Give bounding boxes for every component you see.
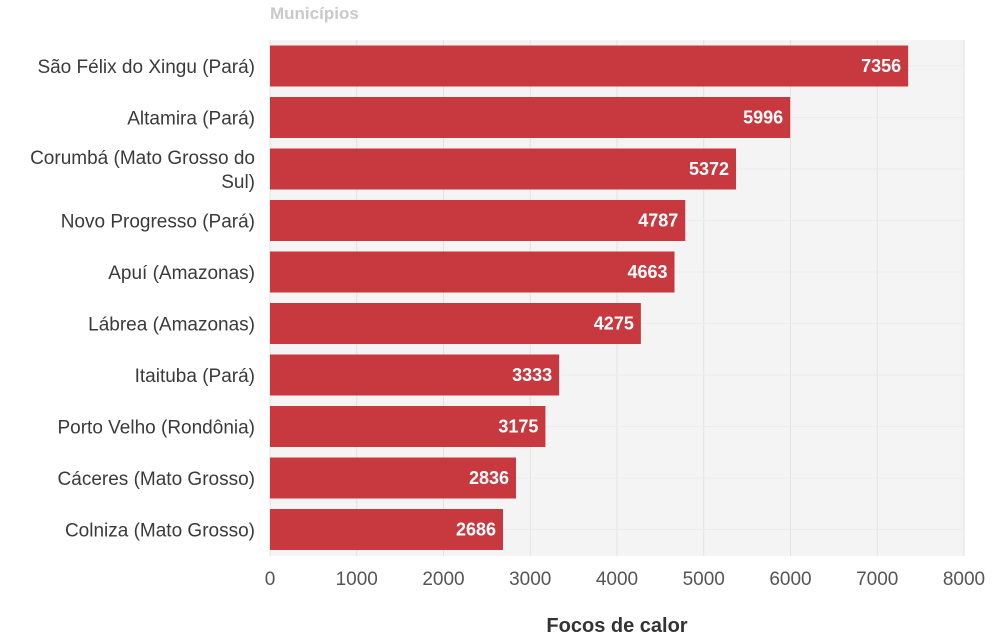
category-label: Cáceres (Mato Grosso) — [58, 469, 255, 490]
category-label: Altamira (Pará) — [127, 109, 255, 130]
data-label: 4787 — [638, 211, 678, 231]
bar — [270, 406, 546, 447]
bar — [270, 303, 641, 344]
bar — [270, 457, 517, 499]
bar — [270, 45, 909, 87]
data-label: 7356 — [861, 56, 901, 76]
bar — [270, 148, 737, 190]
bar — [270, 509, 504, 550]
category-label: Colniza (Mato Grosso) — [65, 521, 255, 542]
data-label: 2686 — [456, 520, 496, 540]
x-tick-label: 3000 — [509, 569, 551, 590]
data-label: 2836 — [469, 468, 509, 488]
x-tick-label: 7000 — [856, 569, 898, 590]
category-label: Apuí (Amazonas) — [108, 263, 255, 284]
x-axis-ticks: 0 1000 2000 3000 4000 5000 6000 7000 8000 — [265, 569, 985, 590]
bar — [270, 251, 675, 293]
category-label: Lábrea (Amazonas) — [88, 315, 255, 336]
category-label: São Félix do Xingu (Pará) — [37, 57, 255, 78]
x-tick-label: 0 — [265, 569, 276, 590]
category-label: Novo Progresso (Pará) — [61, 212, 255, 233]
bar — [270, 97, 791, 138]
category-labels: São Félix do Xingu (Pará) Altamira (Pará)… — [30, 57, 255, 542]
data-label: 3175 — [498, 417, 538, 437]
data-label: 3333 — [512, 365, 552, 385]
category-label: Corumbá (Mato Grosso do Sul) — [30, 148, 255, 193]
bar — [270, 200, 686, 241]
x-tick-label: 1000 — [336, 569, 378, 590]
bars: 7356 5996 5372 4787 4663 4275 3333 3175 2836 2686 — [270, 45, 909, 550]
chart-title: Municípios — [270, 4, 359, 23]
x-axis-title: Focos de calor — [546, 615, 687, 636]
category-label: Itaituba (Pará) — [135, 366, 255, 387]
bar — [270, 354, 560, 396]
x-tick-label: 8000 — [943, 569, 985, 590]
data-label: 4663 — [627, 262, 667, 282]
category-label: Porto Velho (Rondônia) — [57, 418, 255, 439]
x-tick-label: 5000 — [683, 569, 725, 590]
data-label: 4275 — [594, 314, 634, 334]
x-tick-label: 6000 — [769, 569, 811, 590]
x-tick-label: 2000 — [422, 569, 464, 590]
x-tick-label: 4000 — [596, 569, 638, 590]
data-label: 5996 — [743, 108, 783, 128]
data-label: 5372 — [689, 159, 729, 179]
